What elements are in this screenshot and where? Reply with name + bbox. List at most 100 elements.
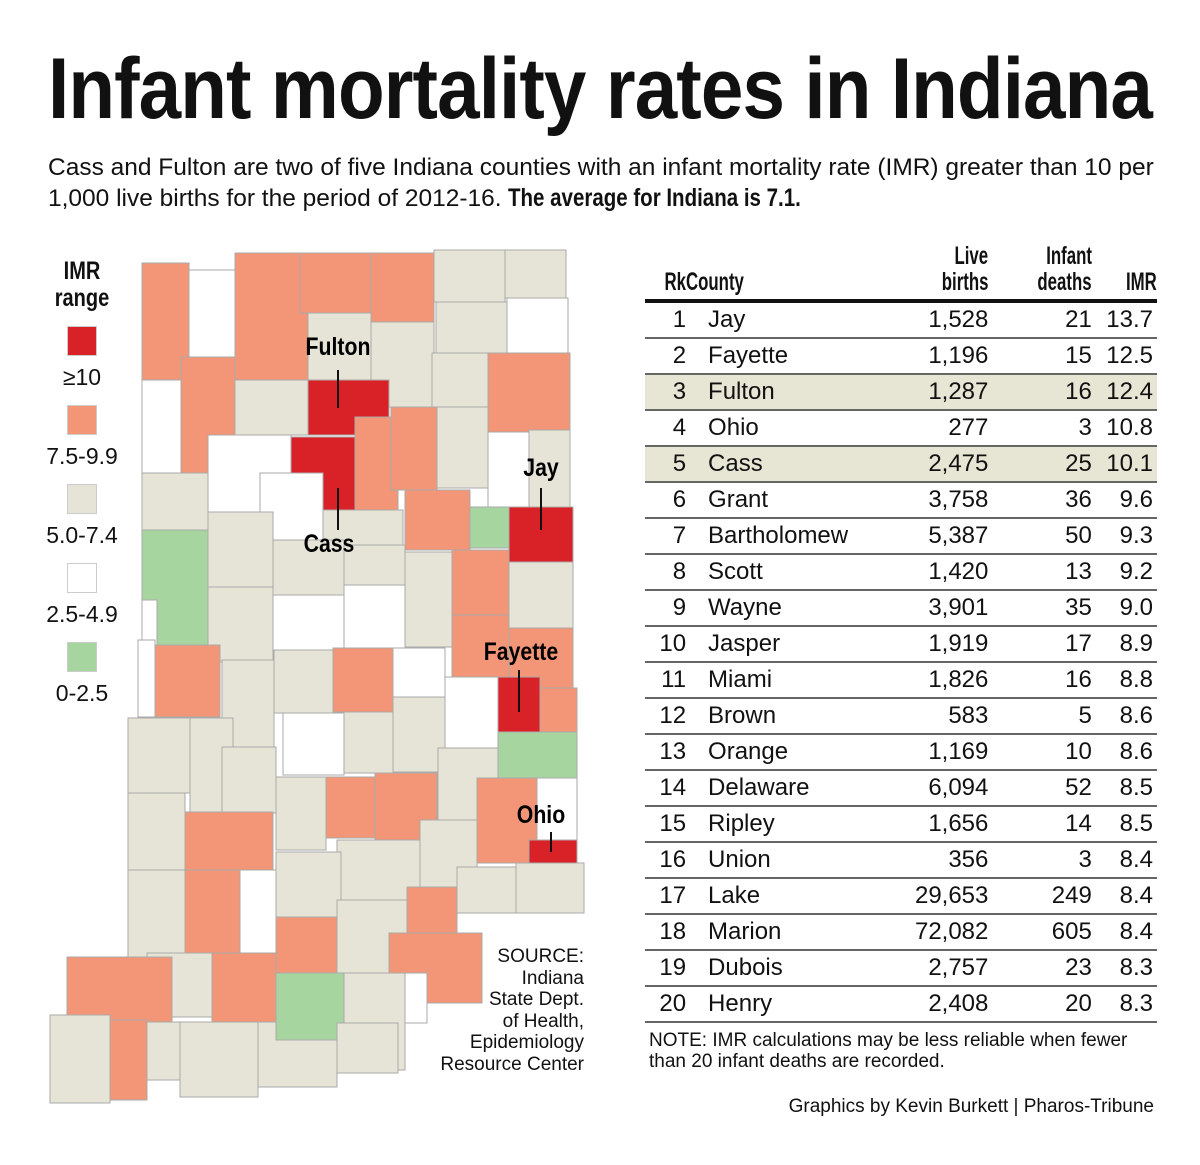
table-row: 1 Jay 1,528 21 13.7 bbox=[645, 301, 1157, 339]
source-note: SOURCE: Indiana State Dept. of Health, E… bbox=[400, 946, 584, 1075]
county-region bbox=[436, 406, 489, 489]
imr-cell: 10.1 bbox=[1091, 446, 1157, 483]
table-row: 3 Fulton 1,287 16 12.4 bbox=[645, 374, 1157, 411]
column-header: Rk bbox=[645, 243, 687, 303]
table-row: 17 Lake 29,653 249 8.4 bbox=[645, 878, 1157, 915]
county-region bbox=[406, 886, 458, 938]
county-region bbox=[275, 776, 327, 851]
table-row: 5 Cass 2,475 25 10.1 bbox=[645, 446, 1157, 483]
table-row: 6 Grant 3,758 36 9.6 bbox=[645, 482, 1157, 519]
live-births-cell: 1,420 bbox=[894, 554, 989, 591]
subtitle: Cass and Fulton are two of five Indiana … bbox=[48, 152, 1158, 214]
county-cell: Jay bbox=[686, 301, 895, 339]
county-region bbox=[275, 916, 338, 974]
county-region bbox=[184, 869, 241, 956]
infant-deaths-cell: 3 bbox=[988, 410, 1092, 447]
live-births-cell: 1,919 bbox=[894, 626, 989, 663]
county-region bbox=[207, 511, 274, 588]
county-region bbox=[109, 1019, 148, 1101]
county-region bbox=[234, 252, 309, 381]
infant-deaths-cell: 16 bbox=[988, 374, 1092, 411]
infant-deaths-cell: 14 bbox=[988, 806, 1092, 843]
table-row: 11 Miami 1,826 16 8.8 bbox=[645, 662, 1157, 699]
live-births-cell: 1,826 bbox=[894, 662, 989, 699]
county-cell: Fayette bbox=[686, 338, 895, 375]
county-region bbox=[184, 811, 274, 871]
county-region bbox=[49, 1014, 111, 1104]
county-region bbox=[299, 252, 372, 314]
rank-cell: 8 bbox=[645, 554, 687, 591]
rank-cell: 15 bbox=[645, 806, 687, 843]
legend-title-line1: IMR bbox=[63, 257, 101, 285]
county-region bbox=[343, 711, 394, 774]
infant-deaths-cell: 35 bbox=[988, 590, 1092, 627]
map-label-ohio: Ohio bbox=[517, 800, 565, 828]
county-cell: Grant bbox=[686, 482, 895, 519]
county-region bbox=[343, 584, 406, 649]
table-row: 19 Dubois 2,757 23 8.3 bbox=[645, 950, 1157, 987]
county-region bbox=[508, 561, 574, 629]
live-births-cell: 6,094 bbox=[894, 770, 989, 807]
county-region bbox=[515, 862, 585, 914]
county-region bbox=[137, 639, 156, 718]
legend-title-line2: range bbox=[54, 284, 110, 312]
table-header-row: Rk County Live births Infant deaths IMR bbox=[645, 243, 1157, 303]
live-births-cell: 1,656 bbox=[894, 806, 989, 843]
live-births-cell: 2,408 bbox=[894, 986, 989, 1023]
county-region bbox=[332, 647, 394, 713]
imr-cell: 8.3 bbox=[1091, 950, 1157, 987]
indiana-county-map: Fulton Cass Jay Fayette Ohio bbox=[49, 249, 585, 1104]
live-births-cell: 356 bbox=[894, 842, 989, 879]
rank-cell: 16 bbox=[645, 842, 687, 879]
county-region bbox=[404, 489, 471, 551]
rank-cell: 6 bbox=[645, 482, 687, 519]
county-region bbox=[234, 379, 309, 436]
legend-label: ≥10 bbox=[62, 364, 102, 390]
county-region bbox=[392, 696, 446, 773]
rank-cell: 18 bbox=[645, 914, 687, 951]
map-label-fulton: Fulton bbox=[306, 332, 371, 360]
imr-cell: 9.6 bbox=[1091, 482, 1157, 519]
table-row: 18 Marion 72,082 605 8.4 bbox=[645, 914, 1157, 951]
table-row: 13 Orange 1,169 10 8.6 bbox=[645, 734, 1157, 771]
county-region bbox=[487, 352, 571, 433]
table-note: NOTE: IMR calculations may be less relia… bbox=[649, 1030, 1128, 1072]
table-row: 14 Delaware 6,094 52 8.5 bbox=[645, 770, 1157, 807]
rank-cell: 14 bbox=[645, 770, 687, 807]
county-cell: Brown bbox=[686, 698, 895, 735]
county-region bbox=[343, 544, 406, 586]
live-births-cell: 1,169 bbox=[894, 734, 989, 771]
county-region bbox=[539, 687, 578, 733]
column-header: County bbox=[686, 243, 895, 303]
imr-cell: 10.8 bbox=[1091, 410, 1157, 447]
source-line: Indiana bbox=[521, 967, 584, 989]
imr-cell: 8.6 bbox=[1091, 734, 1157, 771]
county-region bbox=[273, 649, 334, 714]
county-cell: Dubois bbox=[686, 950, 895, 987]
table-row: 10 Jasper 1,919 17 8.9 bbox=[645, 626, 1157, 663]
county-region bbox=[487, 431, 530, 508]
rank-cell: 10 bbox=[645, 626, 687, 663]
county-cell: Scott bbox=[686, 554, 895, 591]
legend-label: 7.5-9.9 bbox=[46, 443, 118, 469]
county-region bbox=[272, 594, 345, 651]
live-births-cell: 29,653 bbox=[894, 878, 989, 915]
rank-cell: 17 bbox=[645, 878, 687, 915]
infant-deaths-cell: 23 bbox=[988, 950, 1092, 987]
county-cell: Henry bbox=[686, 986, 895, 1023]
county-region bbox=[336, 839, 421, 901]
county-region bbox=[239, 869, 277, 956]
imr-cell: 13.7 bbox=[1091, 301, 1157, 339]
credit-line: Graphics by Kevin Burkett | Pharos-Tribu… bbox=[788, 1096, 1154, 1117]
subtitle-emphasis: The average for Indiana is 7.1. bbox=[508, 184, 802, 212]
live-births-cell: 3,901 bbox=[894, 590, 989, 627]
live-births-cell: 3,758 bbox=[894, 482, 989, 519]
rank-cell: 19 bbox=[645, 950, 687, 987]
rank-cell: 4 bbox=[645, 410, 687, 447]
county-region bbox=[179, 1021, 259, 1098]
map-label-jay: Jay bbox=[523, 453, 559, 481]
county-region bbox=[336, 1022, 399, 1074]
legend-label: 2.5-4.9 bbox=[46, 601, 118, 627]
table-row: 15 Ripley 1,656 14 8.5 bbox=[645, 806, 1157, 843]
county-region bbox=[504, 249, 567, 299]
